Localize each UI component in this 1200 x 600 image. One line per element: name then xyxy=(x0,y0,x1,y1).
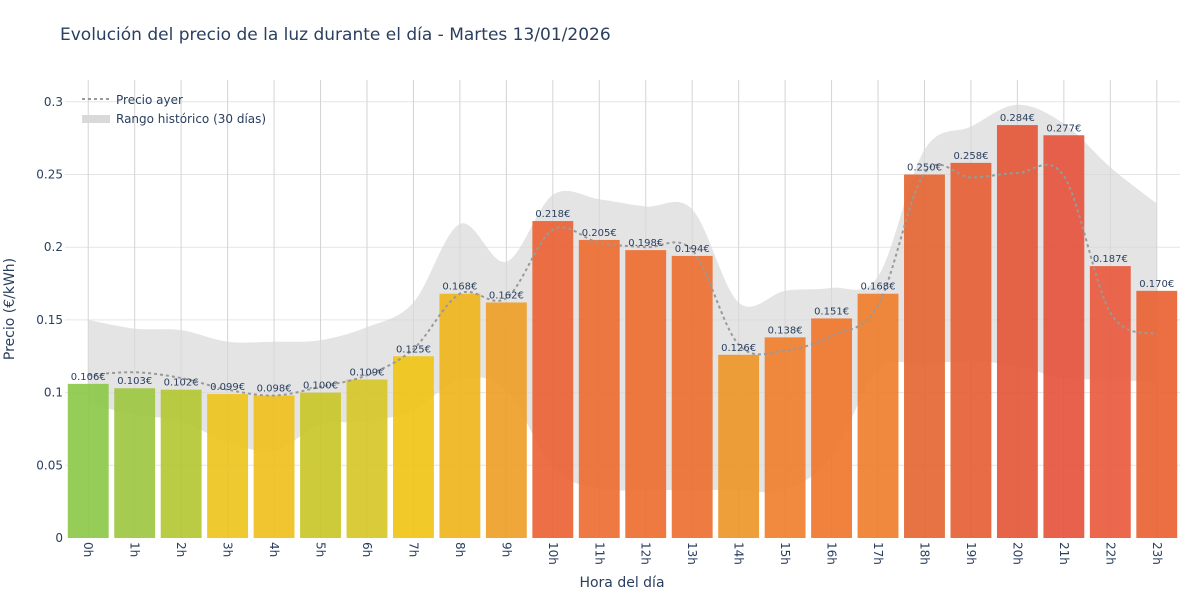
legend[interactable]: Precio ayer Rango histórico (30 días) xyxy=(82,93,266,126)
bar-label: 0.168€ xyxy=(442,282,477,293)
yesterday-line xyxy=(88,163,1158,397)
bar-label: 0.103€ xyxy=(117,376,152,387)
bar-label: 0.126€ xyxy=(721,343,756,354)
price-bar-3h[interactable] xyxy=(207,394,249,538)
price-bar-23h[interactable] xyxy=(1136,290,1178,538)
y-tick-label: 0 xyxy=(55,531,63,545)
bar-label: 0.168€ xyxy=(861,282,896,293)
price-bar-10h[interactable] xyxy=(532,221,574,539)
price-bar-4h[interactable] xyxy=(253,395,295,538)
x-tick-label: 1h xyxy=(128,542,142,557)
bar-label: 0.109€ xyxy=(349,368,384,379)
yesterday-line-group xyxy=(88,163,1158,397)
x-tick-label: 17h xyxy=(871,542,885,565)
x-tick-label: 10h xyxy=(546,542,560,565)
x-tick-label: 20h xyxy=(1010,542,1024,565)
x-tick-label: 5h xyxy=(314,542,328,557)
y-tick-label: 0.05 xyxy=(36,458,63,472)
x-tick-label: 8h xyxy=(453,542,467,557)
y-tick-label: 0.1 xyxy=(44,386,63,400)
y-axis-title: Precio (€/kWh) xyxy=(2,258,18,360)
price-bar-12h[interactable] xyxy=(625,250,667,538)
price-bar-8h[interactable] xyxy=(439,293,481,538)
x-tick-label: 19h xyxy=(964,542,978,565)
x-tick-label: 16h xyxy=(825,542,839,565)
y-tick-label: 0.3 xyxy=(44,95,63,109)
legend-range-label[interactable]: Rango histórico (30 días) xyxy=(116,112,266,126)
price-bar-18h[interactable] xyxy=(904,174,945,538)
bar-label: 0.162€ xyxy=(489,290,524,301)
bar-label: 0.102€ xyxy=(164,378,199,389)
bar-label: 0.138€ xyxy=(768,325,803,336)
bar-label: 0.194€ xyxy=(675,244,710,255)
legend-yesterday-label[interactable]: Precio ayer xyxy=(116,93,183,107)
x-tick-label: 3h xyxy=(221,542,235,557)
price-bar-16h[interactable] xyxy=(811,318,853,538)
x-tick-label: 21h xyxy=(1057,542,1071,565)
price-bar-22h[interactable] xyxy=(1089,266,1131,538)
x-tick-label: 4h xyxy=(267,542,281,557)
price-bar-11h[interactable] xyxy=(578,239,620,538)
bar-label: 0.218€ xyxy=(535,209,570,220)
bar-label: 0.100€ xyxy=(303,381,338,392)
bar-label: 0.125€ xyxy=(396,344,431,355)
bar-label: 0.205€ xyxy=(582,228,617,239)
bar-label: 0.187€ xyxy=(1093,254,1128,265)
bars xyxy=(67,125,1178,539)
price-bar-9h[interactable] xyxy=(485,302,527,538)
price-bar-20h[interactable] xyxy=(996,125,1038,539)
bar-label: 0.099€ xyxy=(210,382,245,393)
bar-label: 0.098€ xyxy=(257,384,292,395)
x-tick-label: 22h xyxy=(1103,542,1117,565)
legend-range-swatch xyxy=(82,115,110,123)
bar-label: 0.151€ xyxy=(814,306,849,317)
price-bar-0h[interactable] xyxy=(67,383,109,538)
price-bar-17h[interactable] xyxy=(857,293,899,538)
x-tick-label: 9h xyxy=(499,542,513,557)
bar-labels: 0.106€ 0.103€ 0.102€ 0.099€ 0.098€ 0.100€ 0.10… xyxy=(71,113,1175,394)
x-axis-title: Hora del día xyxy=(579,575,664,591)
chart-title: Evolución del precio de la luz durante e… xyxy=(60,25,611,45)
price-bar-21h[interactable] xyxy=(1043,135,1085,538)
price-bar-5h[interactable] xyxy=(300,392,341,538)
y-tick-label: 0.15 xyxy=(36,313,63,327)
bar-label: 0.250€ xyxy=(907,163,942,174)
x-tick-label: 15h xyxy=(778,542,792,565)
price-bar-13h[interactable] xyxy=(671,255,713,538)
price-bar-7h[interactable] xyxy=(392,356,434,538)
x-tick-label: 12h xyxy=(639,542,653,565)
y-tick-label: 0.2 xyxy=(44,240,63,254)
x-tick-label: 18h xyxy=(917,542,931,565)
price-bar-14h[interactable] xyxy=(718,354,760,538)
historical-range-band xyxy=(88,104,1157,493)
price-bar-15h[interactable] xyxy=(764,337,806,538)
x-axis-ticks: 0h 1h 2h 3h 4h 5h 6h 7h 8h 9h 10h 11h 12h 13h 14h 15h 16… xyxy=(81,542,1164,565)
bar-label: 0.170€ xyxy=(1139,279,1174,290)
x-tick-label: 13h xyxy=(685,542,699,565)
price-bar-6h[interactable] xyxy=(346,379,388,538)
bar-label: 0.106€ xyxy=(71,372,106,383)
y-axis-ticks: 0 0.05 0.1 0.15 0.2 0.25 0.3 xyxy=(36,95,63,545)
x-tick-label: 7h xyxy=(406,542,420,557)
price-bar-2h[interactable] xyxy=(160,389,202,538)
bar-label: 0.277€ xyxy=(1046,123,1081,134)
x-tick-label: 2h xyxy=(174,542,188,557)
x-tick-label: 6h xyxy=(360,542,374,557)
x-tick-label: 14h xyxy=(732,542,746,565)
x-tick-label: 11h xyxy=(592,542,606,565)
x-tick-label: 23h xyxy=(1150,542,1164,565)
y-tick-label: 0.25 xyxy=(36,168,63,182)
bar-label: 0.198€ xyxy=(628,238,663,249)
price-bar-19h[interactable] xyxy=(950,162,992,538)
bar-label: 0.284€ xyxy=(1000,113,1035,124)
bar-label: 0.258€ xyxy=(953,151,988,162)
x-tick-label: 0h xyxy=(81,542,95,557)
historical-range xyxy=(88,104,1157,493)
price-bar-1h[interactable] xyxy=(114,388,156,538)
